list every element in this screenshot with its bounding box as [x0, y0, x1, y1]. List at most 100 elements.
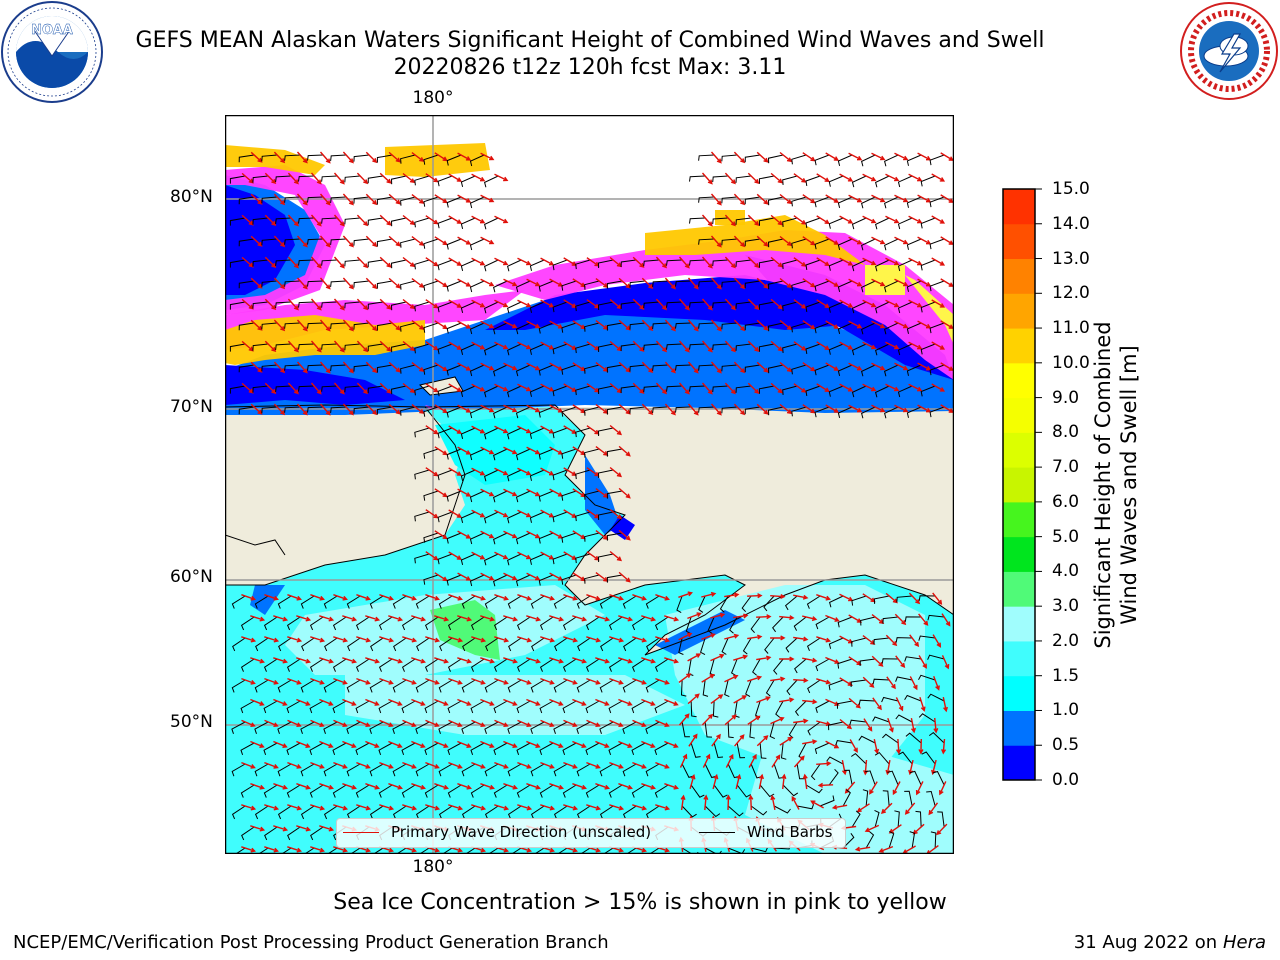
wave-direction-arrow	[917, 194, 932, 203]
wave-direction-arrow	[770, 214, 783, 226]
wind-barb	[764, 637, 775, 654]
wind-barb	[575, 427, 591, 438]
wave-direction-arrow	[632, 594, 647, 601]
colorbar-bin	[1003, 675, 1035, 711]
wind-barb	[906, 364, 922, 376]
wave-direction-arrow	[241, 719, 256, 727]
wave-direction-arrow	[434, 572, 448, 582]
wind-barb	[895, 676, 913, 682]
wind-barb	[851, 385, 867, 398]
wave-direction-arrow	[687, 277, 699, 290]
wind-barb	[698, 196, 715, 203]
wave-direction-arrow	[333, 298, 345, 311]
wave-direction-arrow	[540, 509, 555, 518]
wind-barb	[882, 616, 899, 624]
noaa-logo-text: NOAA	[31, 23, 73, 38]
wave-direction-arrow	[848, 404, 863, 413]
wind-barb	[261, 196, 278, 204]
wind-barb	[439, 637, 453, 652]
wind-barb	[469, 448, 485, 461]
wave-direction-arrow	[770, 172, 783, 184]
wave-direction-arrow	[632, 804, 648, 811]
wave-direction-arrow	[517, 257, 532, 266]
wind-barb	[782, 301, 798, 311]
wave-direction-arrow	[641, 783, 656, 790]
wind-barb	[579, 847, 591, 854]
wind-barb	[231, 721, 246, 734]
wave-direction-arrow	[816, 383, 830, 393]
wind-barb	[887, 770, 899, 786]
wind-barb	[529, 511, 545, 523]
wind-barb	[461, 763, 476, 777]
wave-direction-arrow	[310, 804, 326, 811]
wind-barb	[585, 658, 600, 672]
wind-barb	[851, 301, 867, 314]
wave-direction-arrow	[549, 657, 564, 664]
wave-direction-arrow	[517, 467, 532, 476]
wind-barb	[791, 280, 807, 291]
wind-barb	[814, 322, 830, 334]
wind-barb	[752, 658, 761, 676]
wind-barb	[238, 280, 255, 289]
wave-direction-arrow	[942, 696, 948, 713]
wave-direction-arrow	[517, 594, 532, 601]
wind-barb	[675, 364, 692, 371]
wind-barb	[538, 532, 554, 544]
wind-barb	[229, 343, 246, 352]
wave-direction-arrow	[540, 383, 555, 392]
wave-direction-arrow	[365, 657, 380, 664]
wave-direction-arrow	[517, 636, 533, 643]
wave-direction-arrow	[917, 320, 932, 329]
wave-direction-arrow	[618, 615, 634, 622]
wave-direction-arrow	[703, 794, 709, 811]
chart-subtitle: 20220826 t12z 120h fcst Max: 3.11	[393, 55, 787, 80]
wind-barb	[470, 700, 485, 714]
wind-barb	[493, 658, 508, 672]
wave-direction-arrow	[517, 425, 532, 434]
wind-barb	[414, 385, 430, 396]
wind-barb	[758, 217, 775, 226]
wind-barb	[814, 280, 830, 292]
wave-direction-arrow	[310, 298, 322, 311]
wave-direction-arrow	[388, 403, 401, 415]
wind-barb	[284, 238, 301, 245]
wind-barb	[252, 259, 269, 267]
wind-barb	[275, 385, 292, 392]
wave-direction-arrow	[241, 846, 256, 853]
wind-barb	[392, 679, 407, 693]
wave-direction-arrow	[425, 636, 441, 643]
wave-direction-arrow	[928, 802, 939, 816]
wind-barb	[376, 364, 393, 373]
wave-direction-arrow	[425, 551, 439, 561]
wind-barb	[423, 574, 439, 585]
wind-barb	[689, 259, 706, 266]
wave-direction-arrow	[848, 362, 863, 371]
wind-barb	[464, 847, 476, 854]
wind-barb	[828, 343, 844, 355]
wind-barb	[836, 700, 853, 709]
wind-barb	[324, 637, 338, 652]
wave-direction-arrow	[241, 804, 257, 811]
wave-direction-arrow	[494, 636, 510, 643]
wind-barb	[927, 693, 945, 702]
wave-direction-arrow	[503, 320, 518, 329]
wind-barb	[835, 740, 853, 746]
wind-barb	[881, 696, 899, 703]
wind-barb	[782, 385, 798, 395]
wind-barb	[645, 679, 660, 693]
wind-barb	[576, 805, 591, 820]
wave-direction-arrow	[287, 382, 299, 395]
wave-direction-arrow	[678, 591, 693, 598]
wind-barb	[585, 616, 600, 631]
wave-direction-arrow	[725, 794, 731, 811]
wind-barb	[553, 595, 568, 609]
wind-barb	[460, 343, 476, 356]
wind-barb	[576, 679, 591, 693]
wind-barb	[815, 658, 830, 672]
wind-barb	[552, 343, 568, 355]
wind-barb	[859, 658, 876, 667]
wind-barb	[252, 301, 269, 309]
wind-barb	[713, 742, 724, 759]
wave-direction-arrow	[873, 738, 880, 755]
wave-direction-arrow	[711, 733, 721, 747]
